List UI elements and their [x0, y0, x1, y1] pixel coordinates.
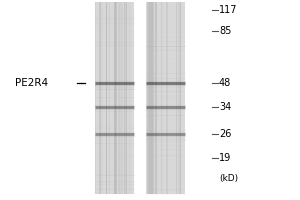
Bar — [161, 2, 163, 194]
Bar — [154, 2, 155, 194]
Bar — [94, 2, 134, 194]
Text: 48: 48 — [219, 78, 231, 88]
Bar — [152, 2, 154, 194]
Text: 85: 85 — [219, 26, 231, 36]
Bar — [122, 2, 123, 194]
Text: 19: 19 — [219, 153, 231, 163]
Bar — [95, 2, 96, 194]
Bar — [114, 2, 116, 194]
Bar — [146, 2, 184, 194]
Bar — [180, 2, 181, 194]
Bar — [113, 2, 114, 194]
Bar — [109, 2, 110, 194]
Bar — [120, 2, 122, 194]
Bar — [128, 2, 129, 194]
Bar — [150, 2, 152, 194]
Bar — [176, 2, 178, 194]
Text: 26: 26 — [219, 129, 231, 139]
Bar — [161, 2, 163, 194]
Text: (kD): (kD) — [219, 174, 238, 184]
Bar — [125, 2, 126, 194]
Bar — [115, 2, 117, 194]
Bar — [99, 2, 101, 194]
Bar — [155, 2, 157, 194]
Bar — [156, 2, 157, 194]
Bar — [119, 2, 121, 194]
Bar — [148, 2, 150, 194]
Bar — [180, 2, 181, 194]
Bar — [101, 2, 103, 194]
Bar — [106, 2, 107, 194]
Bar — [167, 2, 168, 194]
Text: PE2R4: PE2R4 — [15, 78, 48, 88]
Text: 117: 117 — [219, 5, 238, 15]
Bar — [125, 2, 126, 194]
Bar — [149, 2, 150, 194]
Bar — [129, 2, 130, 194]
Text: 34: 34 — [219, 102, 231, 112]
Bar — [179, 2, 180, 194]
Bar — [178, 2, 180, 194]
Bar — [125, 2, 127, 194]
Bar — [124, 2, 125, 194]
Bar — [153, 2, 154, 194]
Bar — [118, 2, 120, 194]
Bar — [147, 2, 149, 194]
